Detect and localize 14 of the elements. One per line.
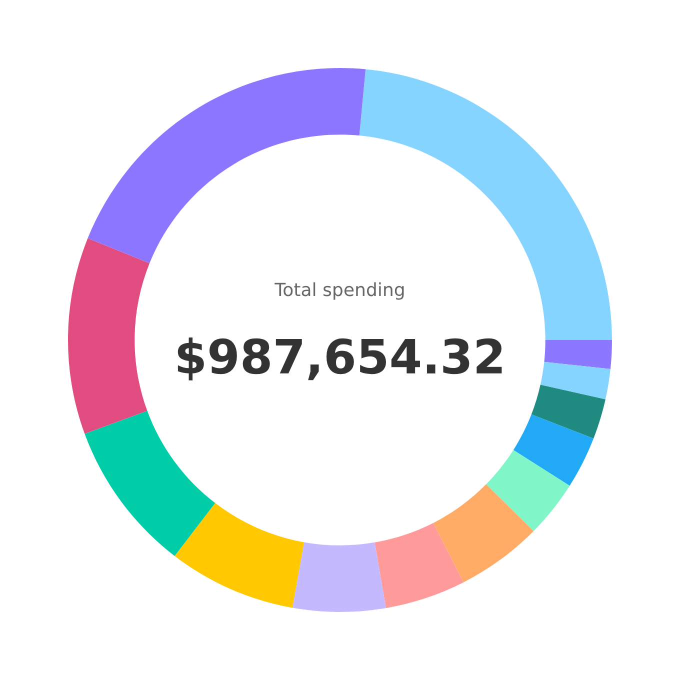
donut-slice: [531, 384, 606, 439]
text: $987,654.32: [178, 338, 502, 380]
donut-slice: [486, 450, 570, 532]
donut-slice: [292, 542, 386, 612]
donut-slice: [374, 522, 464, 608]
donut-slice: [68, 238, 150, 434]
donut-slice: [433, 484, 534, 582]
donut-slice: [174, 503, 304, 608]
donut-slice: [540, 362, 610, 400]
text: Total spending: [274, 282, 404, 300]
donut-slice: [513, 414, 594, 486]
donut-slice: [544, 340, 612, 369]
donut-slice: [88, 68, 366, 264]
donut-slice: [84, 410, 216, 556]
